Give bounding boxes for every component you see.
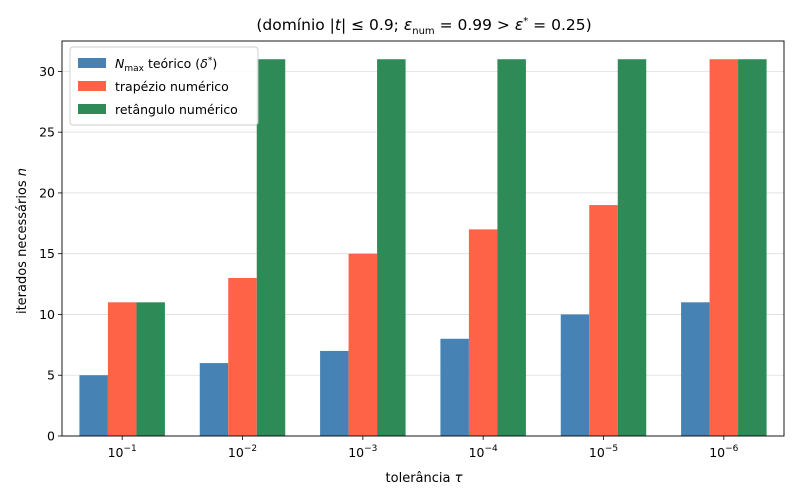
- bar-n_max-3: [440, 338, 469, 436]
- bar-n_max-0: [79, 375, 108, 436]
- x-tick-label: 10−3: [348, 444, 377, 460]
- y-tick-label: 5: [47, 368, 55, 383]
- legend-swatch: [78, 58, 106, 68]
- bar-trapzio-3: [468, 229, 498, 436]
- bar-trapzio-0: [107, 302, 137, 436]
- x-axis-label: tolerância τ: [386, 471, 463, 486]
- bar-n_max-5: [681, 302, 710, 436]
- bar-n_max-1: [199, 363, 229, 436]
- tick-labels: 0 5 10 15 20 25 30 10−1 10−2 10−3 10−4 10−5 10−6: [39, 64, 739, 460]
- bars: [79, 59, 767, 436]
- bar-retngulo-4: [617, 59, 647, 436]
- y-tick-label: 15: [39, 246, 55, 261]
- y-tick-label: 25: [39, 125, 55, 140]
- legend-swatch: [78, 81, 106, 91]
- legend-swatch: [78, 104, 106, 114]
- chart-title: (domínio |t| ≤ 0.9; εnum = 0.99 > ε* = 0…: [256, 16, 591, 37]
- bar-n_max-2: [320, 350, 349, 436]
- y-tick-label: 10: [39, 307, 55, 322]
- y-tick-label: 30: [39, 64, 55, 79]
- bar-trapzio-1: [228, 278, 257, 436]
- legend-label: Nmax teórico (δ*): [115, 56, 217, 74]
- bar-retngulo-2: [377, 59, 406, 436]
- legend-label: trapézio numérico: [115, 79, 229, 94]
- bar-retngulo-5: [738, 59, 767, 436]
- x-tick-label: 10−2: [228, 444, 257, 460]
- x-tick-label: 10−4: [469, 444, 498, 460]
- legend-label: retângulo numérico: [115, 102, 238, 117]
- x-tick-label: 10−6: [709, 444, 738, 460]
- grid-lines: [62, 70, 784, 437]
- bar-trapzio-4: [589, 205, 618, 436]
- bar-n_max-4: [560, 314, 590, 436]
- x-tick-label: 10−5: [589, 444, 618, 460]
- y-tick-label: 20: [39, 185, 55, 200]
- bar-retngulo-1: [256, 59, 286, 436]
- bar-retngulo-3: [497, 59, 526, 436]
- bar-trapzio-5: [709, 59, 739, 436]
- legend-box: [69, 46, 259, 126]
- y-axis-label: iterados necessários n: [15, 168, 30, 314]
- axes: [58, 40, 785, 440]
- bar-retngulo-0: [136, 302, 165, 436]
- x-tick-label: 10−1: [108, 444, 137, 460]
- legend: Nmax teórico (δ*) trapézio numérico retâng…: [69, 46, 259, 126]
- y-tick-label: 0: [47, 429, 55, 444]
- plot-frame: [61, 40, 785, 437]
- bar-trapzio-2: [348, 253, 378, 436]
